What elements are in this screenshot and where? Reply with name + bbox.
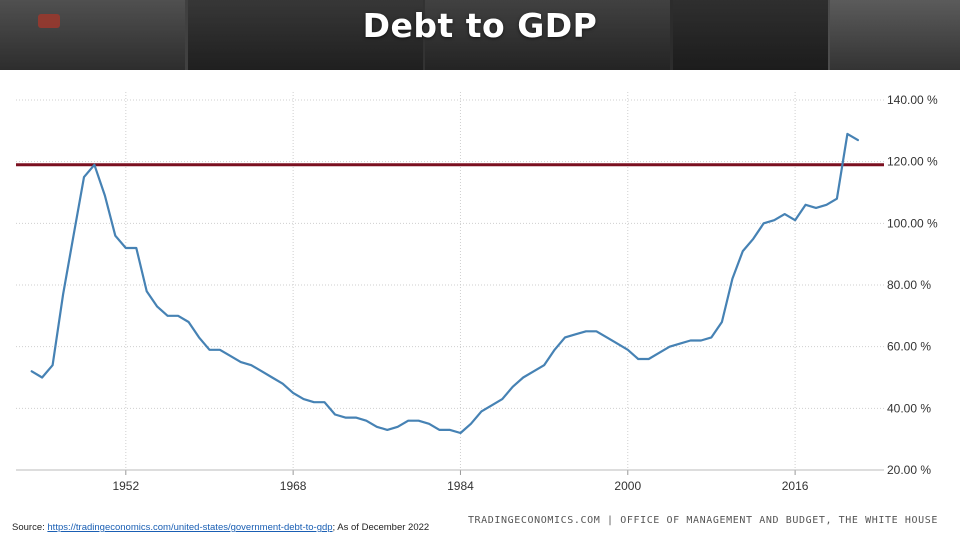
x-tick-label: 2000 [614, 479, 641, 493]
source-suffix: ; As of December 2022 [332, 522, 430, 533]
header-photo [673, 0, 828, 70]
y-tick-label: 80.00 % [887, 278, 931, 292]
source-note: Source: https://tradingeconomics.com/uni… [12, 522, 429, 533]
debt-to-gdp-chart: 20.00 % 40.00 % 60.00 % 80.00 % 100.00 % 120.… [16, 92, 938, 493]
y-tick-label: 120.00 % [887, 155, 938, 169]
header-photo [0, 0, 185, 70]
x-tick-label: 1984 [447, 479, 474, 493]
x-axis: 1952 1968 1984 2000 2016 [16, 469, 884, 493]
x-tick-label: 1968 [280, 479, 307, 493]
grid-lines [16, 92, 884, 471]
y-tick-label: 40.00 % [887, 401, 931, 415]
y-tick-label: 140.00 % [887, 93, 938, 107]
header-banner: Debt to GDP [0, 0, 960, 70]
source-link[interactable]: https://tradingeconomics.com/united-stat… [47, 522, 333, 533]
y-tick-label: 20.00 % [887, 463, 931, 477]
series-line-debt-to-gdp [30, 132, 860, 435]
header-photo [425, 0, 670, 70]
y-tick-label: 100.00 % [887, 216, 938, 230]
source-prefix: Source: [12, 522, 48, 533]
logo-badge-icon [38, 14, 60, 28]
header-photo [188, 0, 423, 70]
page-title: Debt to GDP [362, 6, 598, 45]
y-axis: 20.00 % 40.00 % 60.00 % 80.00 % 100.00 % 120.… [887, 93, 938, 477]
series-group [30, 132, 860, 435]
chart-credit: TRADINGECONOMICS.COM | OFFICE OF MANAGEM… [467, 515, 938, 526]
header-photo [830, 0, 960, 70]
x-tick-label: 2016 [782, 479, 809, 493]
y-tick-label: 60.00 % [887, 340, 931, 354]
x-tick-label: 1952 [112, 479, 139, 493]
